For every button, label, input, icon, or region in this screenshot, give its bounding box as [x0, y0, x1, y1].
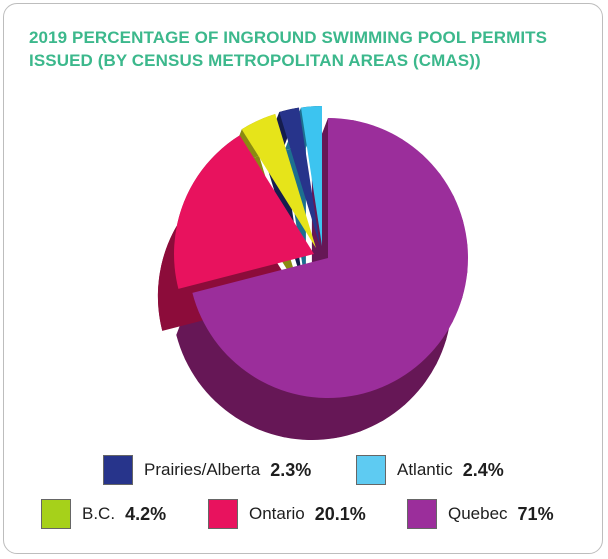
legend-label-ontario: Ontario	[249, 504, 305, 523]
legend-label-quebec: Quebec	[448, 504, 508, 523]
legend-item-ontario: Ontario 20.1%	[208, 499, 366, 529]
chart-title-line-1: 2019 PERCENTAGE OF INGROUND SWIMMING POO…	[29, 28, 548, 47]
legend-item-quebec: Quebec 71%	[407, 499, 554, 529]
legend-swatch-quebec	[407, 499, 437, 529]
legend-swatch-atlantic	[356, 455, 386, 485]
chart-title: 2019 PERCENTAGE OF INGROUND SWIMMING POO…	[29, 26, 589, 72]
legend-value-bc: 4.2%	[125, 503, 167, 524]
pie-slice-prairies-alberta	[279, 107, 320, 247]
legend-item-atlantic: Atlantic 2.4%	[356, 455, 504, 485]
pie-top-layer	[174, 106, 468, 398]
legend-value-quebec: 71%	[517, 503, 554, 524]
legend-label-prairies-alberta: Prairies/Alberta	[144, 460, 261, 479]
pie-slice-quebec	[192, 118, 468, 398]
legend-value-atlantic: 2.4%	[462, 459, 504, 480]
legend-label-atlantic: Atlantic	[397, 460, 453, 479]
chart-title-line-2: ISSUED (BY CENSUS METROPOLITAN AREAS (CM…	[29, 51, 481, 70]
legend-label-bc: B.C.	[82, 504, 116, 523]
legend-item-prairies-alberta: Prairies/Alberta 2.3%	[103, 455, 311, 485]
legend-value-ontario: 20.1%	[314, 503, 366, 524]
legend-swatch-ontario	[208, 499, 238, 529]
legend-value-prairies-alberta: 2.3%	[270, 459, 312, 480]
legend-swatch-bc	[41, 499, 71, 529]
legend-swatch-prairies-alberta	[103, 455, 133, 485]
legend-item-bc: B.C. 4.2%	[41, 499, 166, 529]
pie-slice-atlantic	[300, 106, 322, 246]
pie-slice-b-c-	[241, 114, 316, 249]
pie-slice-ontario	[174, 135, 314, 289]
